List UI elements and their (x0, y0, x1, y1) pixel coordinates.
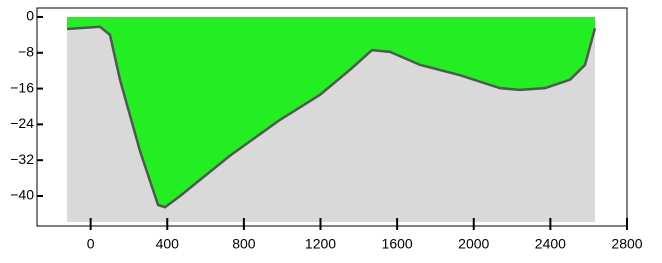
x-tick-label: 1600 (382, 236, 413, 252)
chart: 0 −8 −16 −24 −32 −40 0 400 800 1200 1600 2000 2400 28… (0, 0, 662, 263)
y-tick-label: −16 (10, 79, 34, 95)
y-tick-label: −40 (10, 187, 34, 203)
x-tick-label: 1200 (305, 236, 336, 252)
x-tick-label: 2400 (535, 236, 566, 252)
x-tick-label: 2000 (458, 236, 489, 252)
y-tick-label: −32 (10, 151, 34, 167)
x-tick-label: 0 (87, 236, 95, 252)
x-tick-label: 2800 (611, 236, 642, 252)
y-tick-label: −24 (10, 115, 34, 131)
y-tick-label: −8 (18, 43, 34, 59)
x-tick-label: 800 (232, 236, 256, 252)
y-tick-label: 0 (26, 8, 34, 24)
x-tick-label: 400 (156, 236, 180, 252)
